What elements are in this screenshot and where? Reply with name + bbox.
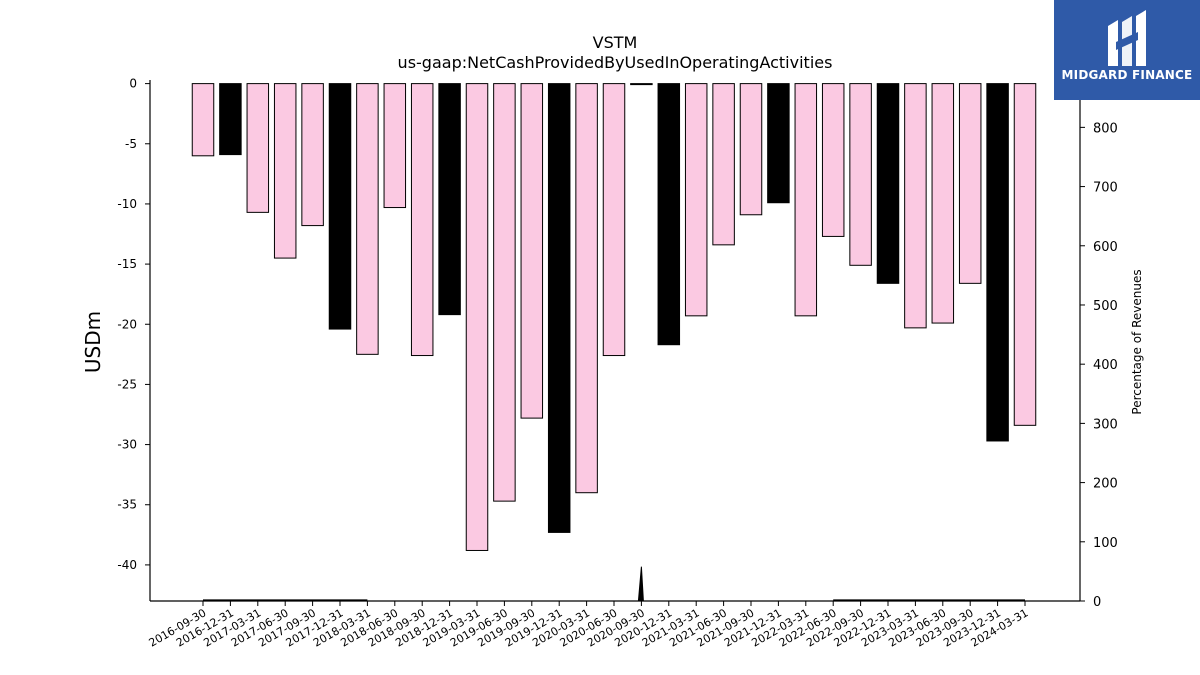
- y-tick-label: -10: [117, 197, 137, 211]
- bar-2020-12-31: [657, 83, 681, 346]
- bar-2017-12-31: [328, 83, 352, 330]
- bar-2018-12-31: [438, 83, 461, 316]
- y-right-tick-label: 700: [1093, 181, 1118, 196]
- y-axis-right-label: Percentage of Revenues: [1130, 269, 1144, 414]
- bar-2019-06-30: [493, 83, 516, 502]
- y-right-tick-label: 400: [1093, 358, 1118, 373]
- y-right-tick-label: 0: [1093, 595, 1101, 610]
- bar-2019-03-31: [465, 83, 489, 551]
- bar-2022-12-31: [876, 83, 900, 284]
- y-tick-label: -20: [117, 317, 137, 331]
- bar-2022-06-30: [821, 83, 845, 237]
- percent-line-layer: [203, 566, 1025, 602]
- y-right-tick-label: 200: [1093, 477, 1118, 492]
- y-tick-label: -5: [125, 137, 137, 151]
- y-tick-label: -30: [117, 438, 137, 452]
- bar-2020-03-31: [575, 83, 598, 494]
- logo-text: MIDGARD FINANCE: [1061, 68, 1193, 82]
- y-tick-label: -40: [117, 558, 137, 572]
- y-right-tick-label: 600: [1093, 240, 1118, 255]
- bar-2018-06-30: [383, 83, 407, 209]
- y-tick-label: -25: [117, 377, 137, 391]
- y-right-tick-label: 100: [1093, 536, 1118, 551]
- y-right-tick-label: 500: [1093, 299, 1118, 314]
- y-right-tick-label: 800: [1093, 121, 1118, 136]
- y-axis-label: USDm: [81, 311, 105, 373]
- bar-2023-03-31: [904, 83, 927, 329]
- bar-2018-09-30: [410, 83, 434, 357]
- bar-2023-06-30: [931, 83, 955, 324]
- bar-2023-12-31: [986, 83, 1009, 442]
- bar-2020-06-30: [602, 83, 626, 357]
- bar-2019-09-30: [520, 83, 544, 419]
- chart-title: VSTM: [593, 33, 638, 52]
- y-tick-label: 0: [129, 77, 137, 91]
- bars-layer: [191, 83, 1037, 551]
- bar-2016-12-31: [219, 83, 242, 156]
- bar-2017-06-30: [273, 83, 297, 259]
- bar-2018-03-31: [356, 83, 379, 355]
- y-tick-label: -35: [117, 498, 137, 512]
- percent-spike: [637, 566, 644, 602]
- bar-2016-09-30: [191, 83, 215, 157]
- logo-mark-icon: [1108, 10, 1146, 66]
- axes-layer: [149, 80, 1081, 602]
- y-tick-label: -15: [117, 257, 137, 271]
- bar-2023-09-30: [958, 83, 982, 284]
- chart-subtitle: us-gaap:NetCashProvidedByUsedInOperating…: [398, 53, 833, 72]
- bar-2019-12-31: [547, 83, 571, 533]
- y-right-tick-label: 300: [1093, 417, 1118, 432]
- bar-2024-03-31: [1013, 83, 1037, 426]
- bar-2021-03-31: [684, 83, 708, 317]
- bar-2017-09-30: [301, 83, 324, 227]
- bar-2021-09-30: [739, 83, 763, 216]
- bar-2021-06-30: [712, 83, 735, 246]
- brand-logo: MIDGARD FINANCE: [1054, 0, 1200, 100]
- bar-2020-09-30: [630, 83, 653, 86]
- bar-2022-03-31: [794, 83, 818, 317]
- bar-2017-03-31: [246, 83, 270, 213]
- bar-2021-12-31: [767, 83, 790, 204]
- bar-2022-09-30: [849, 83, 872, 266]
